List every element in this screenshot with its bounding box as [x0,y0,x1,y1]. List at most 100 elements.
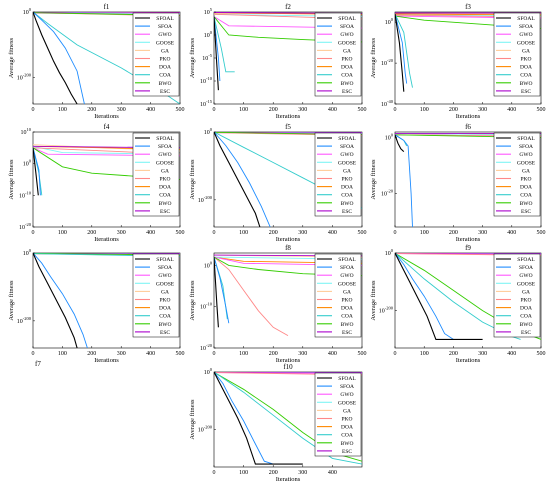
x-tick-label: 300 [117,351,126,357]
legend-label-bwo: BWO [520,81,533,87]
chart-panel-9: 0 100 200 300 400 500 100 10-200 f9 Iterations Ave… [370,244,546,364]
y-tick-label: 10-10 [200,76,213,85]
y-axis-label: Average fitness [370,37,377,78]
legend-label-coa: COA [341,193,353,199]
x-tick-label: 200 [87,351,96,357]
legend-label-goose: GOOSE [338,281,357,287]
legend-box [132,12,180,97]
y-tick-label: 100 [23,7,32,16]
legend-label-gwo: GWO [158,32,171,38]
x-axis-label: Iterations [276,236,301,243]
legend: SFOAL SFOA GWO GOOSE GA PKO DOA COA BWO ESC [132,253,180,338]
legend-box [314,132,362,217]
chart-panel-8: 0 100 200 300 400 500 100 10-10 10-20 f8 Iteration… [189,244,367,364]
legend-label-esc: ESC [521,330,531,336]
series-line-sfoal [214,132,261,227]
series-line-sfoa [214,16,221,82]
legend-label-pko: PKO [159,57,170,63]
legend-label-esc: ESC [342,89,352,95]
legend-box [493,253,541,338]
x-axis-label: Iterations [94,357,119,364]
x-tick-label: 100 [420,107,429,113]
legend-label-sfoa: SFOA [158,144,172,150]
x-tick-label: 300 [298,107,307,113]
x-tick-label: 200 [269,107,278,113]
legend-label-gwo: GWO [519,32,532,38]
chart-panel-6: 0 100 200 300 400 500 100 10-20 f6 Iterations Aver… [370,123,546,243]
legend-label-goose: GOOSE [338,400,357,406]
legend-label-bwo: BWO [520,322,533,328]
legend-label-sfoa: SFOA [158,24,172,30]
x-axis-label: Iterations [94,236,119,243]
y-axis-label: Average fitness [189,399,196,440]
x-tick-label: 200 [87,230,96,236]
legend: SFOAL SFOA GWO GOOSE GA PKO DOA COA BWO ESC [314,372,362,457]
x-tick-label: 300 [298,230,307,236]
x-tick-label: 0 [394,230,397,236]
y-axis-label: Average fitness [189,280,196,321]
legend-box [314,253,362,338]
legend-label-ga: GA [522,289,530,295]
series-line-sfoa [395,134,413,227]
x-tick-label: 300 [298,470,307,476]
series-line-sfoa [33,12,85,104]
x-tick-label: 400 [146,230,155,236]
legend-label-sfoal: SFOAL [517,16,535,22]
legend-label-bwo: BWO [341,201,354,207]
x-tick-label: 300 [117,107,126,113]
chart-title: f8 [285,244,291,252]
x-axis-label: Iterations [456,357,481,364]
series-line-sfoa [214,372,274,465]
legend: SFOAL SFOA GWO GOOSE GA PKO DOA COA BWO ESC [493,132,541,217]
x-tick-label: 0 [213,351,216,357]
series-line-sfoal [214,257,219,328]
series-line-sfoa [33,253,88,348]
x-tick-label: 400 [328,351,337,357]
legend-label-sfoal: SFOAL [517,257,535,263]
x-tick-label: 0 [213,470,216,476]
series-line-coa [214,16,235,73]
x-axis-label: Iterations [94,113,119,120]
series-line-sfoal [214,372,303,465]
x-tick-label: 500 [537,351,546,357]
legend: SFOAL SFOA GWO GOOSE GA PKO DOA COA BWO ESC [132,12,180,97]
y-tick-label: 1010 [21,127,32,136]
legend-label-sfoal: SFOAL [156,257,174,263]
legend-box [493,12,541,97]
legend-label-sfoal: SFOAL [156,136,174,142]
y-tick-label: 105 [204,7,213,16]
legend: SFOAL SFOA GWO GOOSE GA PKO DOA COA BWO ESC [132,132,180,217]
legend-label-esc: ESC [160,330,170,336]
legend: SFOAL SFOA GWO GOOSE GA PKO DOA COA BWO ESC [314,132,362,217]
y-tick-label: 10-15 [200,99,213,108]
legend-label-coa: COA [341,433,353,439]
legend-label-doa: DOA [520,185,532,191]
y-tick-label: 10-200 [379,306,394,315]
y-tick-label: 100 [385,248,394,257]
x-tick-label: 400 [507,230,516,236]
chart-panel-4: 0 100 200 300 400 500 1010 100 10-10 10-20 f4 Itera… [8,123,185,243]
legend: SFOAL SFOA GWO GOOSE GA PKO DOA COA BWO ESC [314,12,362,97]
legend-label-ga: GA [161,48,169,54]
x-tick-label: 100 [58,351,67,357]
legend-label-coa: COA [520,314,532,320]
legend-label-doa: DOA [341,306,353,312]
chart-title: f6 [465,123,471,131]
y-tick-label: 100 [204,260,213,269]
x-tick-label: 100 [239,470,248,476]
legend-label-esc: ESC [342,449,352,455]
y-axis-label: Average fitness [189,37,196,78]
x-tick-label: 300 [478,230,487,236]
legend-label-sfoal: SFOAL [156,16,174,22]
x-tick-label: 100 [239,351,248,357]
legend-label-ga: GA [343,48,351,54]
x-tick-label: 500 [176,351,185,357]
y-tick-label: 10-200 [198,195,213,204]
legend-label-goose: GOOSE [517,281,536,287]
x-tick-label: 200 [269,351,278,357]
series-line-sfoa [214,256,230,324]
x-tick-label: 400 [328,230,337,236]
legend: SFOAL SFOA GWO GOOSE GA PKO DOA COA BWO ESC [493,12,541,97]
legend-label-pko: PKO [341,57,352,63]
y-tick-label: 10-200 [17,73,32,82]
